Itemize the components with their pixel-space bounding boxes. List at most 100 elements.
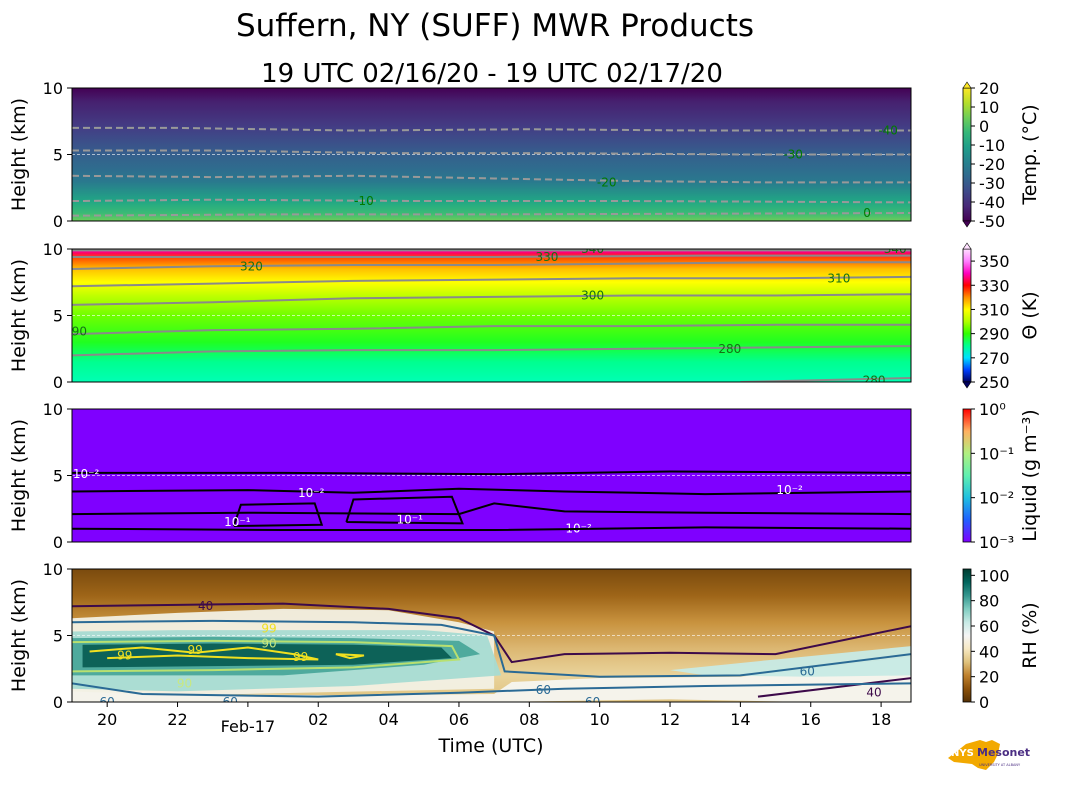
contour-label: -40 <box>878 124 898 138</box>
logo-text-nys: NYS <box>951 748 974 759</box>
colorbar-tick-label: 350 <box>979 252 1010 271</box>
x-axis-label: Time (UTC) <box>437 735 543 757</box>
colorbar-tick-label: -10 <box>979 136 1005 155</box>
x-tick-label: 22 <box>167 710 187 729</box>
contour-line <box>89 646 319 661</box>
colorbar-label: RH (%) <box>1019 602 1041 668</box>
contour-line <box>72 682 911 698</box>
x-tick-label: 16 <box>801 710 821 729</box>
colorbar-tick-label: 0 <box>979 693 989 712</box>
colorbar-extend-min <box>962 381 972 389</box>
contour-label: 340 <box>884 242 907 256</box>
contour-label: 90 <box>261 636 276 650</box>
contour-label: 280 <box>863 374 886 388</box>
colorbar-tick-label: 290 <box>979 325 1010 344</box>
colorbar-tick-label: 100 <box>979 566 1010 585</box>
colorbar-gradient <box>962 248 972 383</box>
contour-line <box>72 502 911 516</box>
colorbar-tick-label: 10⁻³ <box>979 533 1014 552</box>
contour-line <box>72 526 911 532</box>
contour-label: 99 <box>117 648 132 662</box>
contour-label: -20 <box>597 175 617 189</box>
colorbar-tick-label: 10 <box>979 98 999 117</box>
y-axis-label: Height (km) <box>8 579 30 692</box>
contour-line <box>72 639 461 673</box>
contour-line <box>72 261 911 270</box>
contour-layer: 280 280 290 300 310 320 330 340 340 <box>64 242 911 388</box>
y-tick-label: 5 <box>53 627 63 646</box>
colorbar-tick-label: 20 <box>979 668 999 687</box>
x-tick-label: 20 <box>97 710 117 729</box>
y-tick-label: 10 <box>43 560 63 579</box>
colorbar-label: Liquid (g m⁻³) <box>1019 409 1041 541</box>
contour-label: 310 <box>827 271 850 285</box>
figure-title: Suffern, NY (SUFF) MWR Products <box>236 8 754 44</box>
contour-label: 300 <box>581 289 604 303</box>
colorbar-tick-label: 250 <box>979 373 1010 392</box>
colorbar-label: Temp. (°C) <box>1019 104 1041 205</box>
contour-label: 60 <box>100 695 115 709</box>
y-axis-label: Height (km) <box>8 419 30 532</box>
x-tick-label: 12 <box>660 710 680 729</box>
contour-line <box>72 293 911 306</box>
colorbar-extend-max <box>962 242 972 250</box>
y-tick-label: 10 <box>43 400 63 419</box>
contour-label: 10⁻¹ <box>396 512 423 526</box>
colorbar-tick-label: 80 <box>979 592 999 611</box>
new-york-state-shape-icon <box>948 740 1000 770</box>
contour-label: 10⁻² <box>73 467 100 481</box>
contour-label: -30 <box>783 148 803 162</box>
colorbar-tick-label: 40 <box>979 642 999 661</box>
x-tick-label: 04 <box>378 710 398 729</box>
contour-label: 0 <box>863 206 871 220</box>
logo-text-mesonet: Mesonet <box>977 746 1030 759</box>
colorbar-label: Θ (K) <box>1019 291 1041 339</box>
colorbar-tick-label: -30 <box>979 174 1005 193</box>
panel-field <box>72 409 911 542</box>
field-region <box>670 646 911 677</box>
x-tick-label: 02 <box>308 710 328 729</box>
colorbar-extend-max <box>962 81 972 89</box>
y-tick-label: 5 <box>53 467 63 486</box>
contour-label: 290 <box>64 324 87 338</box>
contour-label: 60 <box>223 695 238 709</box>
colorbar-gradient <box>962 408 972 543</box>
contour-line <box>335 653 365 660</box>
colorbar-tick-label: -50 <box>979 212 1005 231</box>
y-tick-label: 10 <box>43 79 63 98</box>
contour-label: 99 <box>293 650 308 664</box>
x-tick-label: Feb-17 <box>221 717 275 736</box>
colorbar-tick-label: 10⁰ <box>979 400 1006 419</box>
y-tick-label: 5 <box>53 146 63 165</box>
contour-layer: 10⁻²10⁻² 10⁻²10⁻¹ 10⁻¹10⁻² <box>72 467 911 536</box>
colorbar-gradient <box>962 87 972 222</box>
colorbar-tick-label: 0 <box>979 117 989 136</box>
y-tick-label: 0 <box>53 533 63 552</box>
contour-line <box>72 345 911 357</box>
colorbar-tick-label: 20 <box>979 79 999 98</box>
logo-text-university: UNIVERSITY AT ALBANY <box>979 763 1021 767</box>
nys-mesonet-logo: NYS Mesonet UNIVERSITY AT ALBANY <box>948 740 1030 770</box>
x-tick-label: 08 <box>519 710 539 729</box>
colorbar-tick-label: 60 <box>979 617 999 636</box>
contour-label: 60 <box>536 683 551 697</box>
y-axis-label: Height (km) <box>8 98 30 211</box>
contour-label: 340 <box>581 242 604 256</box>
contour-line <box>72 149 911 156</box>
contour-line <box>757 677 911 698</box>
contour-label: 280 <box>718 342 741 356</box>
colorbar-extend-min <box>962 220 972 228</box>
contour-line <box>72 323 911 336</box>
colorbar-tick-label: -40 <box>979 193 1005 212</box>
contour-line <box>72 212 911 217</box>
contour-label: 40 <box>866 686 881 700</box>
contour-label: 60 <box>585 695 600 709</box>
colorbar-tick-label: 10⁻¹ <box>979 444 1014 463</box>
contour-line <box>72 470 911 476</box>
y-axis-label: Height (km) <box>8 259 30 372</box>
